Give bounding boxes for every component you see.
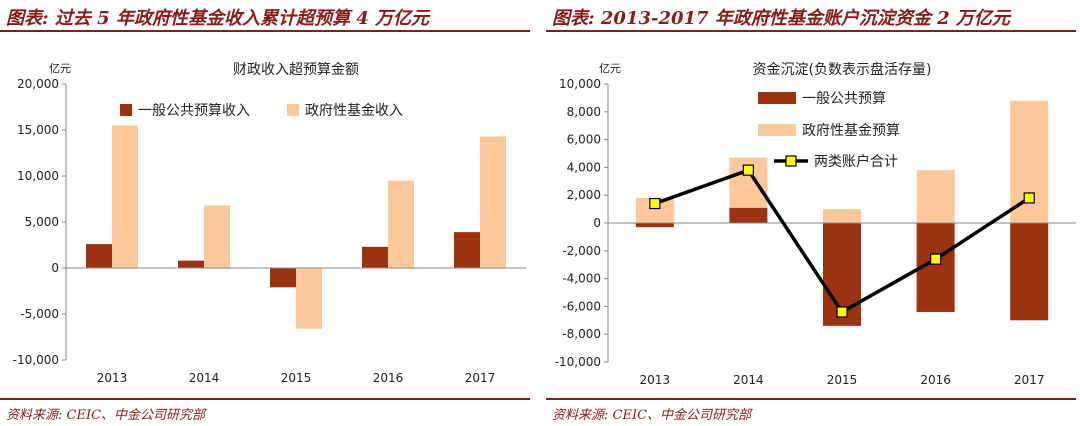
left-source-note: 资料来源: CEIC、中金公司研究部: [6, 408, 206, 423]
right-y-tick-label: -8,000: [562, 327, 601, 341]
left-legend-label: 一般公共预算收入: [138, 103, 250, 119]
right-footer-rule: [546, 398, 1076, 400]
left-legend-swatch: [120, 104, 132, 116]
left-bar: [480, 136, 506, 268]
left-x-tick-label: 2015: [281, 371, 312, 385]
right-y-tick-label: -2,000: [562, 244, 601, 258]
left-header-rule: [0, 30, 530, 32]
left-y-tick-label: 5,000: [25, 215, 59, 229]
right-x-tick-label: 2017: [1014, 373, 1045, 387]
left-bar: [362, 246, 388, 268]
right-y-tick-label: -4,000: [562, 272, 601, 286]
right-y-tick-label: 0: [593, 216, 601, 230]
left-legend-label: 政府性基金收入: [305, 102, 403, 119]
right-panel-header: 图表: 2013-2017 年政府性基金账户沉淀资金 2 万亿元: [552, 8, 1010, 29]
right-y-tick-label: 10,000: [559, 77, 601, 91]
right-legend-swatch: [758, 92, 796, 104]
right-legend-swatch: [758, 124, 796, 136]
left-bar: [112, 125, 138, 269]
left-legend-swatch: [287, 104, 299, 116]
left-bar: [388, 180, 414, 268]
left-y-unit-label: 亿元: [49, 62, 71, 75]
left-y-tick-label: 15,000: [17, 123, 59, 137]
left-chart: -10,000 -5,000 0 5,000 10,000 15,000 20,000 亿元 财…: [13, 62, 526, 385]
right-y-tick-label: -10,000: [555, 355, 601, 369]
right-bar: [635, 223, 674, 228]
left-x-tick-label: 2017: [465, 371, 496, 385]
left-y-tick-label: 0: [51, 261, 59, 275]
left-x-tick-label: 2014: [189, 371, 220, 385]
left-chart-panel: 图表: 过去 5 年政府性基金收入累计超预算 4 万亿元 -10,000 -5,0…: [0, 0, 530, 426]
left-x-tick-label: 2016: [373, 371, 404, 385]
left-bar: [178, 260, 204, 268]
right-header-rule: [546, 30, 1076, 32]
left-y-tick-label: -5,000: [20, 307, 59, 321]
right-x-tick-label: 2015: [827, 373, 858, 387]
right-y-tick-label: 4,000: [567, 160, 601, 174]
right-y-tick-label: 6,000: [567, 133, 601, 147]
left-y-tick-label: 20,000: [17, 77, 59, 91]
left-bar: [86, 244, 112, 268]
right-chart: -10,000 -8,000 -6,000 -4,000 -2,000 0 2,000 4,0…: [555, 61, 1076, 387]
right-line-marker: [930, 253, 942, 265]
left-bar: [454, 232, 480, 268]
right-y-tick-label: 8,000: [567, 105, 601, 119]
right-bar: [916, 170, 955, 223]
right-line-marker: [742, 164, 754, 176]
left-bar: [204, 205, 230, 268]
right-line-marker: [1023, 192, 1035, 204]
left-panel-header: 图表: 过去 5 年政府性基金收入累计超预算 4 万亿元: [6, 8, 430, 29]
right-bar: [823, 209, 861, 223]
right-chart-title: 资金沉淀(负数表示盘活存量): [753, 61, 932, 78]
right-legend-label: 两类账户合计: [814, 153, 898, 170]
right-bar: [729, 207, 768, 223]
right-x-tick-label: 2016: [920, 373, 951, 387]
left-x-tick-label: 2013: [97, 371, 128, 385]
right-y-tick-label: -6,000: [562, 299, 601, 313]
left-bar: [296, 268, 322, 329]
right-x-tick-label: 2014: [733, 373, 764, 387]
left-footer-rule: [0, 398, 530, 400]
right-y-tick-label: 2,000: [567, 188, 601, 202]
right-source-note: 资料来源: CEIC、中金公司研究部: [552, 408, 752, 423]
left-y-tick-label: 10,000: [17, 169, 59, 183]
left-y-tick-label: -10,000: [13, 353, 59, 367]
right-y-unit-label: 亿元: [599, 62, 621, 75]
right-line-marker: [836, 306, 848, 318]
left-bar: [270, 268, 296, 288]
right-legend-label: 一般公共预算: [802, 91, 886, 107]
right-x-tick-label: 2013: [640, 373, 671, 387]
right-chart-panel: 图表: 2013-2017 年政府性基金账户沉淀资金 2 万亿元 -10,000…: [546, 0, 1076, 426]
right-bar: [1010, 223, 1049, 321]
right-legend-marker-swatch: [785, 155, 797, 167]
left-chart-title: 财政收入超预算金额: [233, 62, 359, 78]
right-legend-label: 政府性基金预算: [802, 122, 900, 139]
right-line-marker: [649, 197, 661, 210]
